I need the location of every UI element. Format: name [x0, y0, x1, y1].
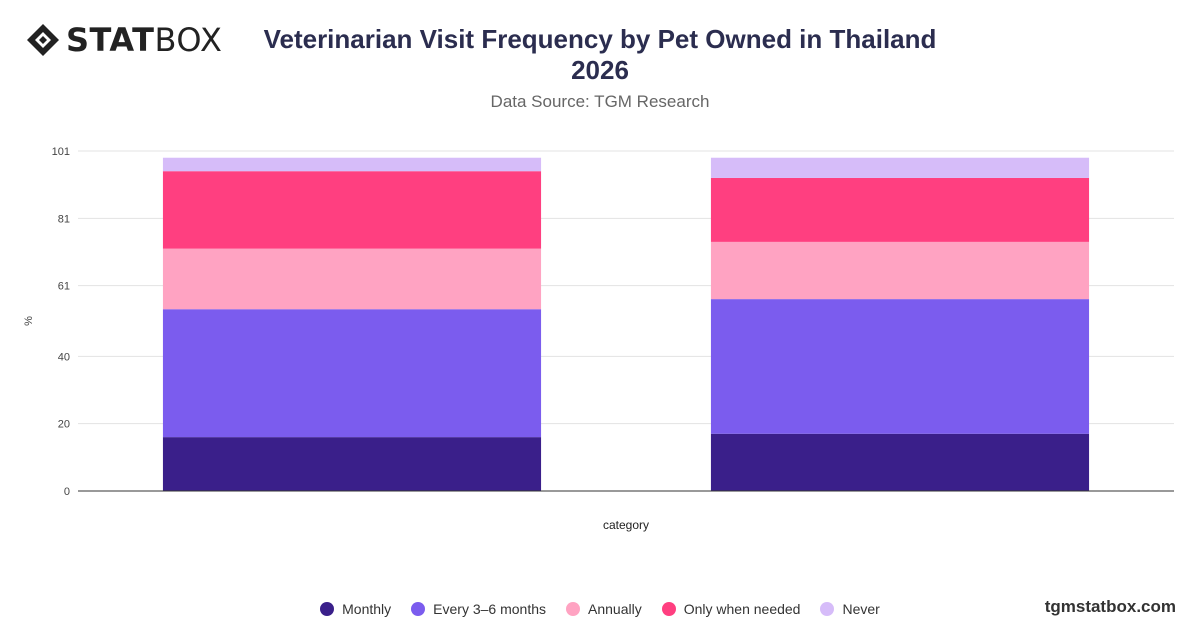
chart-subtitle: Data Source: TGM Research [490, 92, 710, 111]
statbox-logo: STATBOX [26, 21, 222, 59]
y-tick-label: 20 [58, 419, 70, 431]
legend-label: Every 3–6 months [433, 601, 547, 617]
legend-item[interactable]: Monthly [320, 601, 391, 617]
legend-swatch-icon [320, 602, 335, 616]
legend-label: Annually [588, 601, 642, 617]
chart-title-line2: 2026 [571, 55, 629, 85]
legend-item[interactable]: Only when needed [661, 601, 801, 617]
legend-label: Never [842, 601, 880, 617]
legend-label: Monthly [342, 601, 392, 617]
bar-segment [710, 299, 1090, 434]
legend-swatch-icon [411, 602, 426, 616]
bar-segment [710, 433, 1090, 491]
legend-item[interactable]: Never [820, 601, 880, 617]
logo-text-light: BOX [154, 21, 223, 59]
chart-title: Veterinarian Visit Frequency by Pet Owne… [250, 24, 950, 86]
x-axis-label: category [603, 518, 649, 532]
legend-item[interactable]: Annually [566, 601, 642, 617]
legend-swatch-icon [820, 602, 835, 616]
watermark: tgmstatbox.com [1044, 597, 1176, 616]
bar-segment [162, 171, 542, 249]
bar-segment [710, 177, 1090, 242]
bar-segment [710, 157, 1090, 178]
bar-segment [162, 437, 542, 491]
legend-label: Only when needed [683, 601, 801, 617]
y-tick-label: 0 [64, 486, 70, 498]
bar-segment [162, 248, 542, 310]
legend-swatch-icon [661, 602, 676, 616]
chart-title-line1: Veterinarian Visit Frequency by Pet Owne… [263, 24, 937, 54]
logo-text-bold: STAT [66, 21, 155, 59]
legend-item[interactable]: Every 3–6 months [411, 601, 546, 617]
y-tick-label: 40 [58, 351, 70, 363]
diamond-logo-icon [27, 24, 59, 56]
y-tick-label: 101 [52, 146, 70, 158]
legend-swatch-icon [566, 602, 581, 616]
bar-segment [710, 241, 1090, 300]
bar-segment [162, 157, 542, 172]
logo-wordmark: STATBOX [66, 21, 222, 59]
y-axis-label: % [23, 316, 35, 326]
y-tick-label: 61 [58, 281, 70, 293]
chart-legend: Monthly Every 3–6 months Annually Only when… [0, 601, 1200, 617]
y-tick-label: 81 [58, 213, 70, 225]
bar-segment [162, 309, 542, 438]
